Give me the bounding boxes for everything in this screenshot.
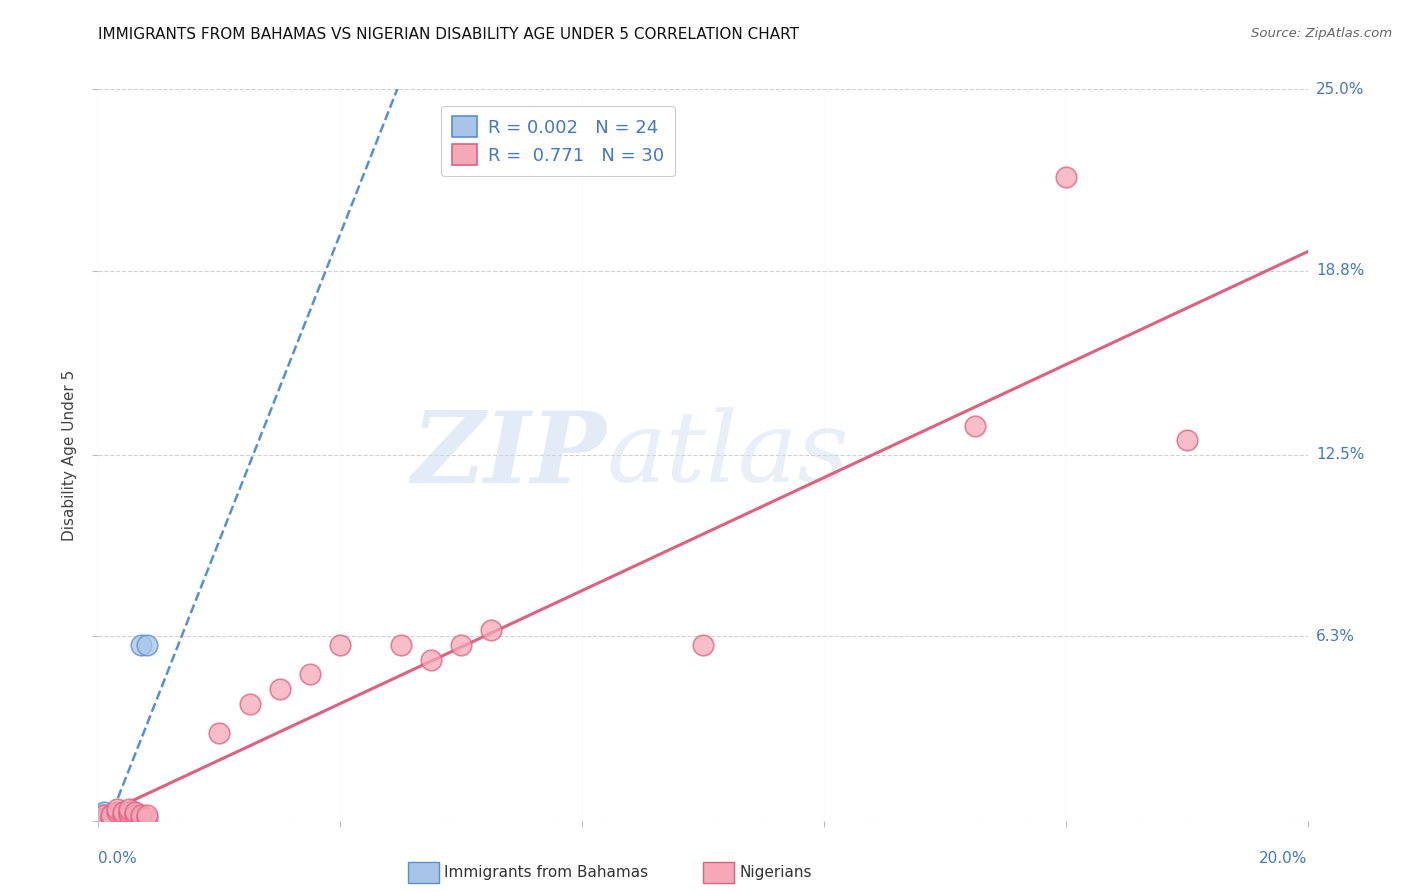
Point <box>129 811 152 825</box>
Point <box>100 807 122 822</box>
Point <box>118 802 141 816</box>
Text: ZIP: ZIP <box>412 407 606 503</box>
Point <box>100 811 122 825</box>
Point <box>129 807 152 822</box>
Point <box>93 811 115 825</box>
Point <box>93 811 115 825</box>
Text: 18.8%: 18.8% <box>1316 263 1364 278</box>
Point <box>135 638 157 652</box>
Point <box>118 807 141 822</box>
Point <box>135 807 157 822</box>
Point <box>100 811 122 825</box>
Text: 25.0%: 25.0% <box>1316 82 1364 96</box>
Point <box>299 667 322 681</box>
Point <box>105 805 128 819</box>
Text: 0.0%: 0.0% <box>98 851 138 866</box>
Point <box>93 807 115 822</box>
Point <box>93 805 115 819</box>
Point <box>96 811 118 825</box>
Point <box>1175 434 1198 448</box>
Point <box>124 805 146 819</box>
Text: Immigrants from Bahamas: Immigrants from Bahamas <box>444 865 648 880</box>
Point <box>100 811 122 825</box>
Point <box>111 811 134 825</box>
Point <box>124 811 146 825</box>
Point <box>124 807 146 822</box>
Point <box>135 811 157 825</box>
Point <box>100 807 122 822</box>
Point <box>91 811 114 825</box>
Text: 12.5%: 12.5% <box>1316 448 1364 462</box>
Point <box>105 811 128 825</box>
Point <box>93 811 115 825</box>
Y-axis label: Disability Age Under 5: Disability Age Under 5 <box>62 369 77 541</box>
Point <box>105 811 128 825</box>
Point <box>419 653 441 667</box>
Text: Source: ZipAtlas.com: Source: ZipAtlas.com <box>1251 27 1392 40</box>
Text: atlas: atlas <box>606 408 849 502</box>
Point <box>111 811 134 825</box>
Point <box>450 638 472 652</box>
Point <box>108 811 131 825</box>
Point <box>100 811 122 825</box>
Point <box>90 811 112 825</box>
Point <box>208 726 231 740</box>
Point <box>90 807 112 822</box>
Point <box>965 418 987 433</box>
Point <box>329 638 352 652</box>
Point <box>111 807 134 822</box>
Point <box>118 805 141 819</box>
Text: 6.3%: 6.3% <box>1316 629 1355 644</box>
Legend: R = 0.002   N = 24, R =  0.771   N = 30: R = 0.002 N = 24, R = 0.771 N = 30 <box>441 105 675 176</box>
Point <box>111 805 134 819</box>
Point <box>93 807 115 822</box>
Point <box>389 638 412 652</box>
Point <box>129 638 152 652</box>
Text: Nigerians: Nigerians <box>740 865 813 880</box>
Point <box>118 811 141 825</box>
Point <box>105 802 128 816</box>
Point <box>269 681 291 696</box>
Text: IMMIGRANTS FROM BAHAMAS VS NIGERIAN DISABILITY AGE UNDER 5 CORRELATION CHART: IMMIGRANTS FROM BAHAMAS VS NIGERIAN DISA… <box>98 27 800 42</box>
Point <box>100 811 122 825</box>
Point <box>118 811 141 825</box>
Text: 20.0%: 20.0% <box>1260 851 1308 866</box>
Point <box>111 811 134 825</box>
Point <box>239 697 262 711</box>
Point <box>1054 169 1077 184</box>
Point <box>692 638 714 652</box>
Point <box>481 624 503 638</box>
